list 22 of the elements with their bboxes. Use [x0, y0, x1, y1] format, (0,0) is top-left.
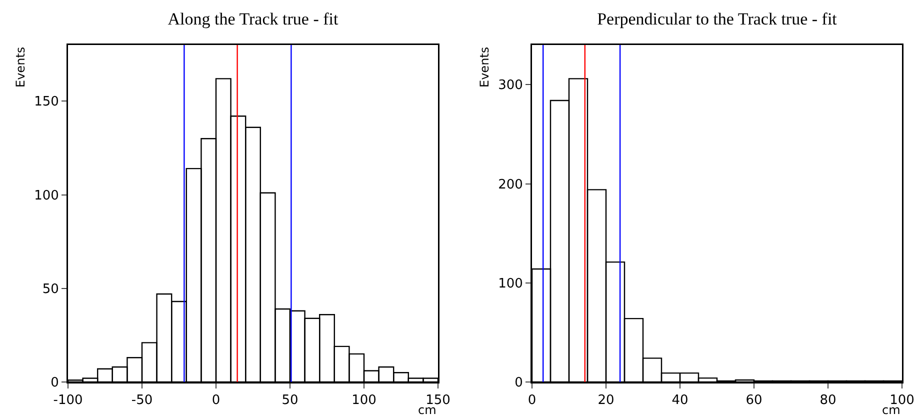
y-axis-title: Events — [14, 46, 28, 88]
y-tick-label: 100 — [34, 188, 59, 204]
x-tick-label: 50 — [282, 393, 298, 408]
y-tick-label: 300 — [498, 78, 523, 94]
y-tick-label: 0 — [514, 376, 523, 391]
y-tick-label: 50 — [42, 282, 59, 297]
y-tick-label: 200 — [498, 177, 523, 192]
y-tick-label: 150 — [34, 94, 59, 110]
y-tick-label: 100 — [498, 276, 523, 292]
y-axis-title: Events — [478, 46, 492, 88]
x-tick-label: 40 — [672, 393, 688, 408]
x-tick-label: 0 — [528, 393, 536, 408]
chart-title: Perpendicular to the Track true - fit — [597, 10, 838, 28]
x-tick-label: -100 — [53, 393, 83, 408]
chart-title: Along the Track true - fit — [168, 10, 338, 28]
x-tick-label: 60 — [746, 393, 762, 408]
x-tick-label: 100 — [352, 393, 376, 408]
x-tick-label: 0 — [212, 393, 220, 408]
x-tick-label: 80 — [820, 393, 836, 408]
x-tick-label: -50 — [131, 393, 153, 408]
y-tick-label: 0 — [50, 376, 59, 391]
x-tick-label: 20 — [598, 393, 614, 408]
